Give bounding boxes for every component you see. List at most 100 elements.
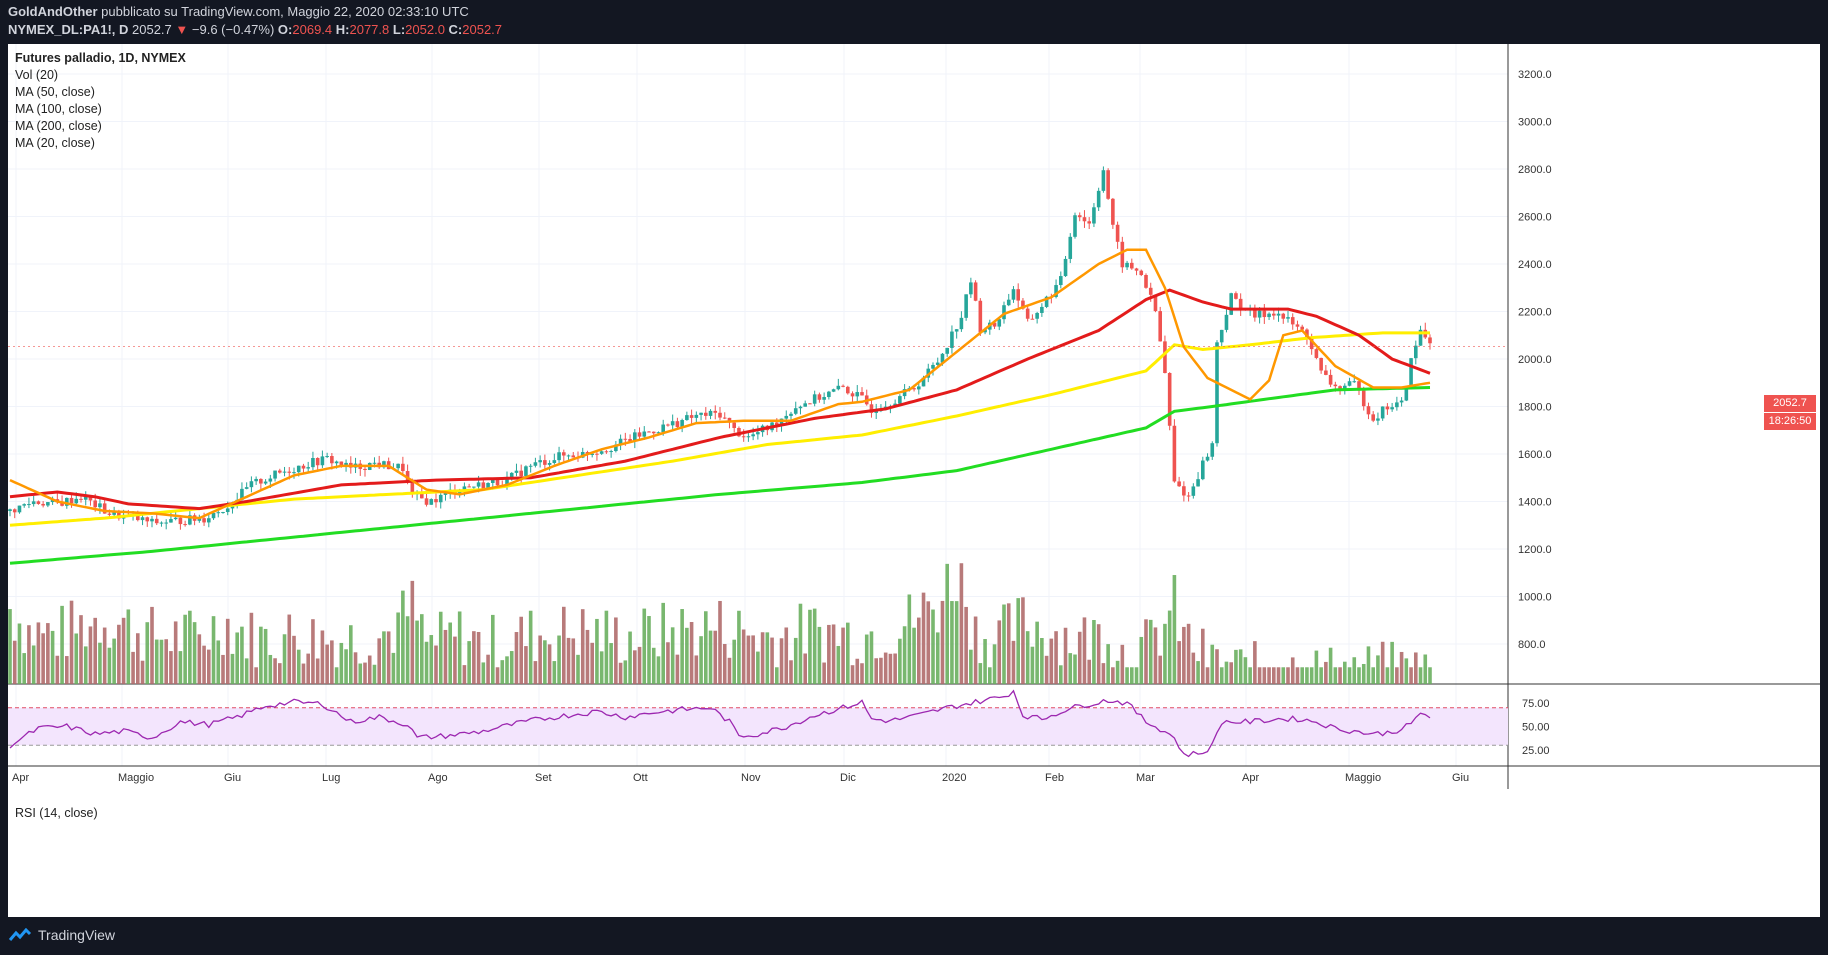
volume-bar [1002, 604, 1006, 684]
candle-body [533, 462, 538, 466]
volume-bar [855, 658, 860, 684]
candle-body [836, 385, 841, 390]
candle-body [240, 488, 244, 500]
volume-bar [372, 664, 377, 684]
candle-body [1414, 345, 1418, 359]
volume-bar [1248, 667, 1252, 684]
candle-body [793, 408, 798, 414]
volume-bar [543, 640, 547, 684]
volume-bar [1172, 575, 1177, 684]
volume-bar [1267, 667, 1271, 684]
candle-body [1338, 386, 1342, 390]
volume-bar [263, 628, 268, 684]
candle-body [1186, 495, 1191, 497]
candle-body [1333, 384, 1338, 387]
candle-body [1167, 373, 1172, 426]
price-tick-label: 2400.0 [1518, 259, 1552, 271]
volume-bar [386, 631, 391, 684]
candle-body [311, 457, 315, 468]
candle-body [1096, 190, 1101, 208]
volume-bar [65, 656, 69, 684]
candle-body [945, 347, 949, 354]
time-tick-label: Giu [1452, 772, 1469, 784]
candle-body [898, 396, 902, 404]
volume-bar [519, 616, 523, 684]
volume-bar [481, 662, 486, 684]
time-tick-label: Giu [224, 772, 241, 784]
candle-body [1158, 311, 1162, 342]
candle-body [434, 499, 438, 503]
candle-body [296, 465, 301, 473]
candle-body [1134, 268, 1139, 271]
volume-bar [1380, 641, 1385, 684]
volume-bar [637, 646, 642, 684]
candle-body [1281, 313, 1286, 319]
publish-info: pubblicato su TradingView.com, Maggio 22… [101, 4, 469, 19]
candle-body [410, 480, 415, 494]
volume-bar [240, 626, 244, 684]
candle-body [528, 465, 533, 467]
volume-bar [1096, 624, 1101, 684]
candle-body [718, 412, 722, 418]
price-tick-label: 1800.0 [1518, 402, 1552, 414]
volume-bar [708, 630, 713, 684]
price-tick-label: 2600.0 [1518, 212, 1552, 224]
time-tick-label: Ago [428, 772, 448, 784]
volume-bar [547, 644, 552, 684]
volume-bar [27, 625, 31, 684]
candle-body [732, 422, 736, 429]
time-tick-label: Ott [633, 772, 648, 784]
price-tick-label: 2000.0 [1518, 354, 1552, 366]
candle-body [1399, 400, 1404, 403]
volume-bar [249, 612, 254, 684]
volume-bar [420, 614, 424, 684]
volume-bar [685, 627, 689, 684]
volume-bar [533, 661, 538, 684]
candle-body [789, 413, 793, 416]
volume-bar [1366, 646, 1371, 684]
volume-bar [751, 635, 755, 684]
volume-bar [396, 612, 400, 684]
volume-bar [1139, 636, 1144, 684]
candle-body [292, 472, 296, 474]
candle-body [670, 421, 675, 426]
volume-bar [1333, 667, 1338, 684]
candle-body [699, 412, 703, 415]
volume-bar [879, 657, 883, 684]
candle-body [1229, 293, 1233, 315]
candle-body [481, 482, 486, 489]
volume-bar [992, 644, 997, 684]
author-name[interactable]: GoldAndOther [8, 4, 98, 19]
volume-bar [254, 667, 258, 684]
volume-bar [1328, 647, 1333, 684]
volume-bar [315, 658, 320, 684]
volume-bar [287, 614, 292, 684]
candle-body [164, 522, 168, 524]
rsi-tick-label: 75.00 [1522, 698, 1550, 710]
candle-body [339, 461, 344, 466]
candle-body [476, 482, 481, 487]
chart-area[interactable]: 800.0 1000.0 1200.0 1400.0 1600.0 1800.0 2000.… [8, 44, 1820, 917]
price-chart-svg[interactable]: 800.0 1000.0 1200.0 1400.0 1600.0 1800.0 2000.… [8, 44, 1820, 917]
rsi-tick-label: 50.00 [1522, 722, 1550, 734]
candle-body [495, 479, 500, 486]
tradingview-logo[interactable]: TradingView [8, 927, 115, 943]
volume-bar [1130, 667, 1134, 684]
price-tick-label: 2200.0 [1518, 307, 1552, 319]
volume-bar [770, 637, 774, 684]
volume-bar [538, 635, 542, 684]
volume-bar [1182, 626, 1186, 684]
candle-body [722, 417, 727, 419]
volume-bar [917, 617, 921, 684]
volume-bar [273, 658, 277, 684]
volume-bar [893, 653, 897, 684]
volume-bar [552, 661, 557, 684]
candle-body [150, 518, 154, 522]
candle-body [1390, 407, 1394, 410]
volume-bar [1087, 659, 1091, 684]
volume-bar [1229, 662, 1233, 684]
indicator-legend: Futures palladio, 1D, NYMEX Vol (20) MA … [15, 50, 186, 152]
brand-label: TradingView [38, 927, 116, 943]
volume-bar [997, 620, 1002, 684]
volume-bar [1196, 661, 1200, 684]
